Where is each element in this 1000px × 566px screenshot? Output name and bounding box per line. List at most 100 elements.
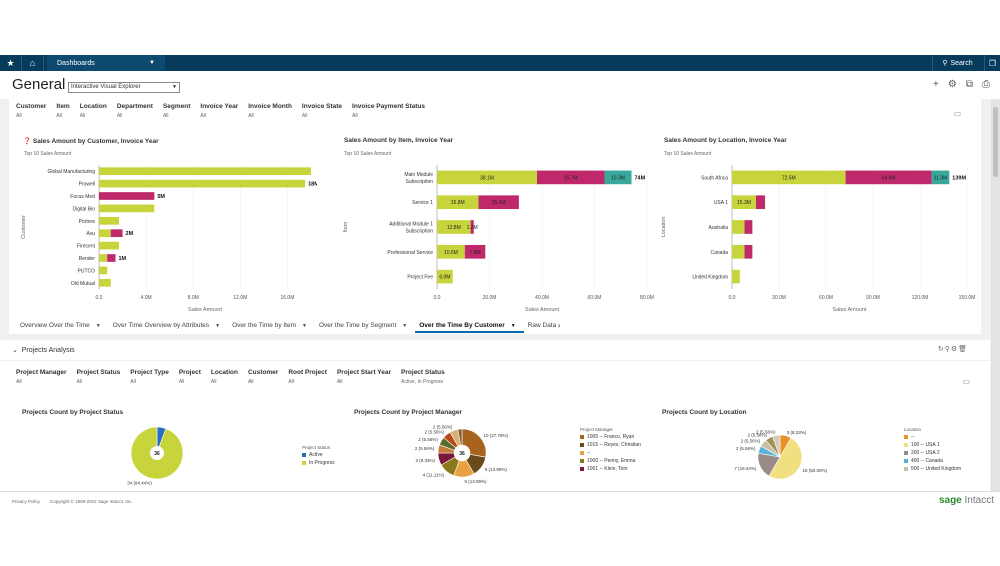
tab-5[interactable]: Raw Data — [524, 319, 558, 333]
legend-item[interactable]: 400 -- Canada — [904, 458, 961, 464]
legend-label: 400 -- Canada — [911, 458, 943, 464]
chevron-down-icon[interactable]: ▼ — [95, 323, 101, 329]
tab-4[interactable]: Over the Time By Customer ▼ — [415, 319, 524, 333]
legend-item[interactable]: 1005 -- Franco, Ryan — [580, 434, 641, 440]
page-scrollbar[interactable] — [991, 99, 1000, 511]
sales-filter-1[interactable]: Item All — [56, 103, 69, 119]
pie-center-label: 36 — [154, 451, 160, 457]
category-label: Firecent — [77, 244, 96, 250]
x-tick-label: 16.0M — [280, 295, 294, 301]
scrollbar-thumb[interactable] — [993, 107, 998, 177]
filter-value: Active, In Progress — [401, 379, 444, 385]
pie2-title: Projects Count by Project Manager — [354, 409, 462, 416]
projects-filter-0[interactable]: Project Manager All — [16, 369, 67, 385]
privacy-link[interactable]: Privacy Policy — [12, 499, 41, 504]
category-label: Subscription — [405, 229, 433, 235]
legend-label: -- — [911, 434, 915, 440]
copy-icon[interactable]: ⧉ — [965, 79, 973, 90]
bar-segment — [99, 204, 155, 213]
legend-item[interactable]: 1001 -- Klein, Tom — [580, 466, 641, 472]
sales-filter-4[interactable]: Segment All — [163, 103, 190, 119]
y-axis-label: Location — [661, 217, 667, 238]
view-select[interactable]: Interactive Visual Explorer ▼ — [68, 82, 180, 93]
app-window: ★ ⌂ Dashboards ▼ ⚲ Search ❐ General Inte… — [0, 55, 1000, 511]
total-label: 1M — [118, 256, 126, 262]
category-label: Global Manufacturing — [47, 169, 95, 175]
chevron-down-icon: ▼ — [149, 60, 155, 66]
projects-filter-5[interactable]: Customer All — [248, 369, 278, 385]
legend-title: Project Manager — [580, 427, 614, 432]
tab-1[interactable]: Over Time Overview by Attributes ▼ — [109, 319, 228, 333]
legend-item[interactable]: In Progress — [302, 460, 335, 466]
category-label: Focus Med — [70, 194, 95, 200]
filter-bar: Customer All Item All Location All Department A… — [16, 103, 425, 119]
filter-value: All — [76, 379, 83, 385]
tab-3[interactable]: Over the Time by Segment ▼ — [315, 319, 415, 333]
filter-label: Location — [79, 103, 107, 110]
projects-filter-8[interactable]: Project Status Active, In Progress — [401, 369, 445, 385]
refresh-icon[interactable]: ↻ — [937, 346, 945, 353]
pie2-legend: Project Manager 1005 -- Franco, Ryan 1015 … — [580, 427, 641, 474]
comment-icon[interactable]: ▭ — [962, 377, 970, 386]
legend-item[interactable]: -- — [904, 434, 961, 440]
slice-label: 2 (5.56%) — [433, 425, 453, 430]
sales-filter-3[interactable]: Department All — [117, 103, 153, 119]
category-label: Service 1 — [412, 200, 433, 206]
search-button[interactable]: ⚲ Search — [932, 55, 982, 71]
help-icon[interactable]: ❓ — [23, 138, 32, 145]
comment-icon[interactable]: ▭ — [953, 109, 961, 118]
legend-item[interactable]: -- — [580, 450, 641, 456]
x-axis-label: Sales Amount — [525, 307, 559, 313]
chevron-down-icon[interactable]: ▼ — [510, 323, 516, 329]
star-icon[interactable]: ★ — [0, 55, 22, 71]
sales-filter-5[interactable]: Invoice Year All — [200, 103, 238, 119]
sales-filter-8[interactable]: Invoice Payment Status All — [352, 103, 425, 119]
home-icon[interactable]: ⌂ — [22, 55, 44, 71]
zoom-icon[interactable]: ⚲ — [944, 346, 951, 353]
legend-item[interactable]: 100 -- USA 1 — [904, 442, 961, 448]
bookmark-icon[interactable]: ❐ — [984, 55, 1000, 71]
tab-2[interactable]: Over the Time by Item ▼ — [228, 319, 315, 333]
x-tick-label: 80.0M — [640, 295, 654, 301]
x-tick-label: 0.0 — [434, 295, 441, 301]
tabs-scroll-right-icon[interactable]: › — [557, 321, 561, 330]
legend-item[interactable]: 1000 -- Penny, Emma — [580, 458, 641, 464]
chevron-down-icon[interactable]: ▼ — [215, 323, 221, 329]
legend-item[interactable]: Active — [302, 452, 335, 458]
dashboards-menu[interactable]: Dashboards ▼ — [47, 55, 165, 71]
category-label: Canada — [710, 250, 728, 256]
legend-item[interactable]: 500 -- United Kingdom — [904, 466, 961, 472]
filter-label: Customer — [16, 103, 47, 110]
legend-item[interactable]: 200 -- USA 2 — [904, 450, 961, 456]
projects-filter-2[interactable]: Project Type All — [130, 369, 169, 385]
legend-label: 100 -- USA 1 — [911, 442, 940, 448]
projects-title[interactable]: ⌄ Projects Analysis — [12, 346, 75, 354]
projects-filter-3[interactable]: Project All — [179, 369, 201, 385]
add-icon[interactable]: + — [933, 79, 939, 90]
sage-intacct-logo: sage Intacct — [939, 495, 994, 506]
bar-segment — [744, 220, 753, 234]
pie-center — [454, 445, 470, 461]
delete-icon[interactable]: 🗑 — [958, 346, 968, 353]
projects-filter-1[interactable]: Project Status All — [77, 369, 121, 385]
projects-filter-7[interactable]: Project Start Year All — [337, 369, 391, 385]
bar-segment — [99, 179, 306, 188]
sales-filter-2[interactable]: Location All — [80, 103, 107, 119]
chevron-down-icon[interactable]: ▼ — [402, 323, 408, 329]
legend-item[interactable]: 1015 -- Reyes, Christian — [580, 442, 641, 448]
legend-swatch — [580, 467, 584, 471]
legend-label: 1005 -- Franco, Ryan — [587, 434, 635, 440]
category-label: Additional Module 1 — [389, 222, 433, 228]
chevron-down-icon[interactable]: ▼ — [302, 323, 307, 329]
sales-filter-6[interactable]: Invoice Month All — [248, 103, 292, 119]
filter-value: All — [116, 113, 123, 119]
sales-filter-7[interactable]: Invoice State All — [302, 103, 342, 119]
gear-icon[interactable]: ⚙ — [950, 346, 959, 353]
print-icon[interactable]: ⎙ — [982, 79, 990, 90]
gear-icon[interactable]: ⚙ — [947, 79, 957, 90]
tab-0[interactable]: Overview Over the Time ▼ — [16, 319, 109, 333]
tab-label: Raw Data — [527, 322, 557, 329]
sales-filter-0[interactable]: Customer All — [16, 103, 46, 119]
projects-filter-4[interactable]: Location All — [211, 369, 238, 385]
projects-filter-6[interactable]: Root Project All — [288, 369, 327, 385]
